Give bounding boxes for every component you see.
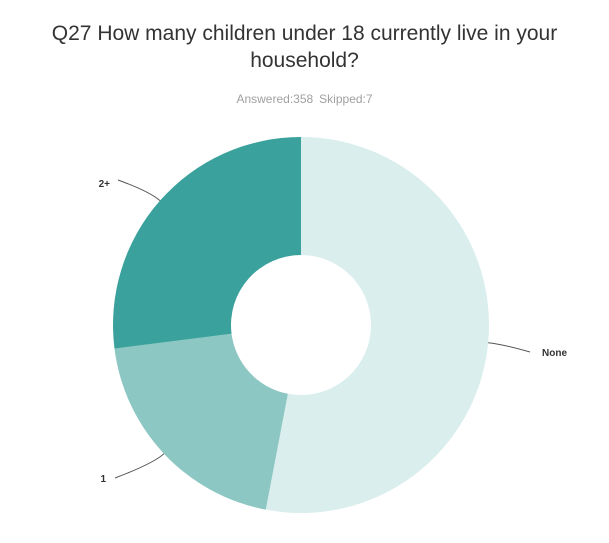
chart-title: Q27 How many children under 18 currently…	[51, 22, 558, 72]
slice-2-plus	[113, 136, 301, 349]
response-summary: Answered:358 Skipped:7	[0, 92, 609, 106]
answered-count: Answered:358	[236, 92, 314, 106]
slice-none	[265, 137, 489, 513]
slice-label-none: None	[542, 348, 567, 359]
slice-label-1: 1	[100, 474, 106, 485]
skipped-count: Skipped:7	[319, 92, 373, 106]
leader-line-2-plus	[117, 179, 161, 202]
leader-line-1	[114, 453, 165, 479]
slice-label-2-plus: 2+	[99, 179, 111, 190]
slice-1	[114, 333, 288, 510]
leader-line-none	[488, 342, 531, 353]
